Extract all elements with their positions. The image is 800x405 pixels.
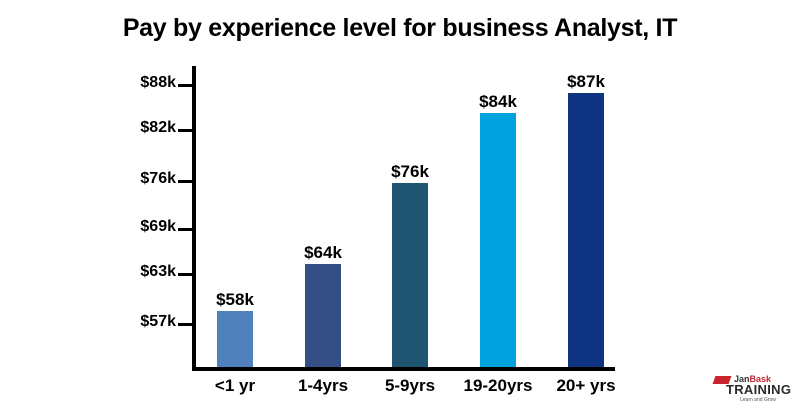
bar-value-label: $58k: [216, 290, 254, 309]
y-tick: [178, 323, 194, 326]
bar-value-label: $84k: [479, 92, 517, 111]
bar-lt1yr: [217, 311, 253, 367]
bar-19-20yrs: [480, 113, 516, 367]
y-tick: [178, 180, 194, 183]
y-tick-label: $88k: [140, 74, 176, 91]
x-tick-label: 5-9yrs: [384, 376, 436, 395]
logo-brand: JanBask: [734, 374, 772, 384]
y-tick: [178, 228, 194, 231]
y-tick-label: $63k: [140, 263, 176, 280]
bar-1-4yrs: [305, 264, 341, 367]
bar-value-label: $76k: [391, 162, 429, 181]
x-axis-line: [192, 367, 615, 371]
x-tick-label: 20+ yrs: [556, 376, 616, 395]
logo-tagline: Learn and Grow: [740, 397, 776, 403]
y-tick-label: $82k: [140, 119, 176, 136]
x-tick-label: 19-20yrs: [463, 376, 533, 395]
y-axis-line: [192, 66, 196, 371]
bar-20plus-yrs: [568, 93, 604, 367]
bar-value-label: $64k: [304, 243, 342, 262]
y-tick-label: $76k: [140, 170, 176, 187]
bar-5-9yrs: [392, 183, 428, 367]
y-tick: [178, 84, 194, 87]
x-tick-label: <1 yr: [214, 376, 256, 395]
bar-value-label: $87k: [567, 72, 605, 91]
chart-title: Pay by experience level for business Ana…: [122, 14, 678, 42]
y-tick-label: $57k: [140, 313, 176, 330]
y-tick: [178, 129, 194, 132]
x-tick-label: 1-4yrs: [297, 376, 349, 395]
y-tick: [178, 273, 194, 276]
y-tick-label: $69k: [140, 218, 176, 235]
janbask-logo: JanBask TRAINING Learn and Grow: [712, 374, 797, 403]
logo-name: TRAINING: [726, 382, 792, 397]
